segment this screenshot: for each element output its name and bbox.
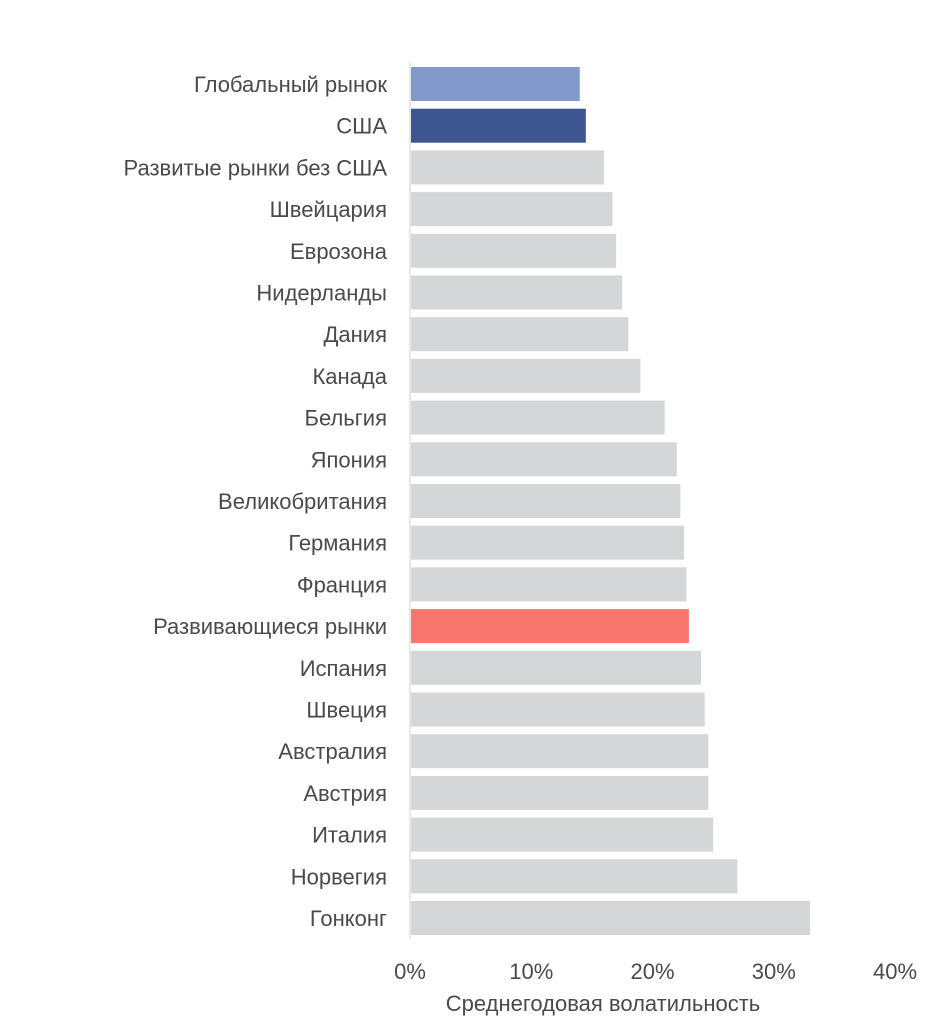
category-label-6: Дания [324, 322, 388, 347]
category-label-16: Австралия [278, 739, 387, 764]
category-label-14: Испания [300, 656, 387, 681]
bar-3 [411, 192, 613, 227]
bar-12 [411, 567, 687, 602]
x-tick-label-2: 20% [630, 959, 674, 984]
category-label-17: Австрия [303, 781, 387, 806]
category-label-1: США [336, 114, 387, 139]
bar-14 [411, 650, 701, 685]
category-label-5: Нидерланды [256, 281, 387, 306]
category-label-19: Норвегия [291, 864, 387, 889]
bar-1 [411, 108, 586, 143]
x-tick-labels: 0% 10% 20% 30% 40% [394, 959, 917, 984]
category-label-11: Германия [288, 531, 387, 556]
category-label-9: Япония [311, 447, 387, 472]
bar-20 [411, 901, 811, 935]
category-labels: Глобальный рынок США Развитые рынки без СШ… [124, 72, 388, 931]
category-label-10: Великобритания [218, 489, 387, 514]
bar-5 [411, 275, 623, 310]
bar-15 [411, 692, 705, 727]
x-tick-label-4: 40% [873, 959, 917, 984]
bar-11 [411, 525, 685, 560]
x-tick-label-3: 30% [752, 959, 796, 984]
bar-13 [411, 609, 689, 644]
bar-19 [411, 859, 738, 894]
bar-18 [411, 817, 714, 852]
category-label-7: Канада [312, 364, 387, 389]
bars-group [411, 67, 811, 935]
bar-17 [411, 775, 709, 810]
category-label-0: Глобальный рынок [194, 72, 387, 97]
bar-10 [411, 484, 681, 518]
category-label-8: Бельгия [305, 406, 387, 431]
x-axis-title: Среднегодовая волатильность [446, 991, 761, 1016]
category-label-15: Швеция [306, 698, 387, 723]
category-label-3: Швейцария [270, 197, 387, 222]
category-label-12: Франция [297, 572, 387, 597]
category-label-18: Италия [312, 823, 387, 848]
x-tick-label-1: 10% [509, 959, 553, 984]
bar-7 [411, 358, 641, 393]
bar-2 [411, 150, 604, 185]
bar-8 [411, 400, 665, 435]
x-tick-label-0: 0% [394, 959, 426, 984]
category-label-20: Гонконг [310, 906, 387, 931]
category-label-4: Еврозона [290, 239, 388, 264]
bar-16 [411, 734, 709, 769]
bar-4 [411, 233, 617, 268]
category-label-13: Развивающиеся рынки [153, 614, 387, 639]
bar-0 [411, 67, 580, 101]
bar-6 [411, 317, 629, 352]
category-label-2: Развитые рынки без США [124, 155, 388, 180]
bar-9 [411, 442, 677, 477]
